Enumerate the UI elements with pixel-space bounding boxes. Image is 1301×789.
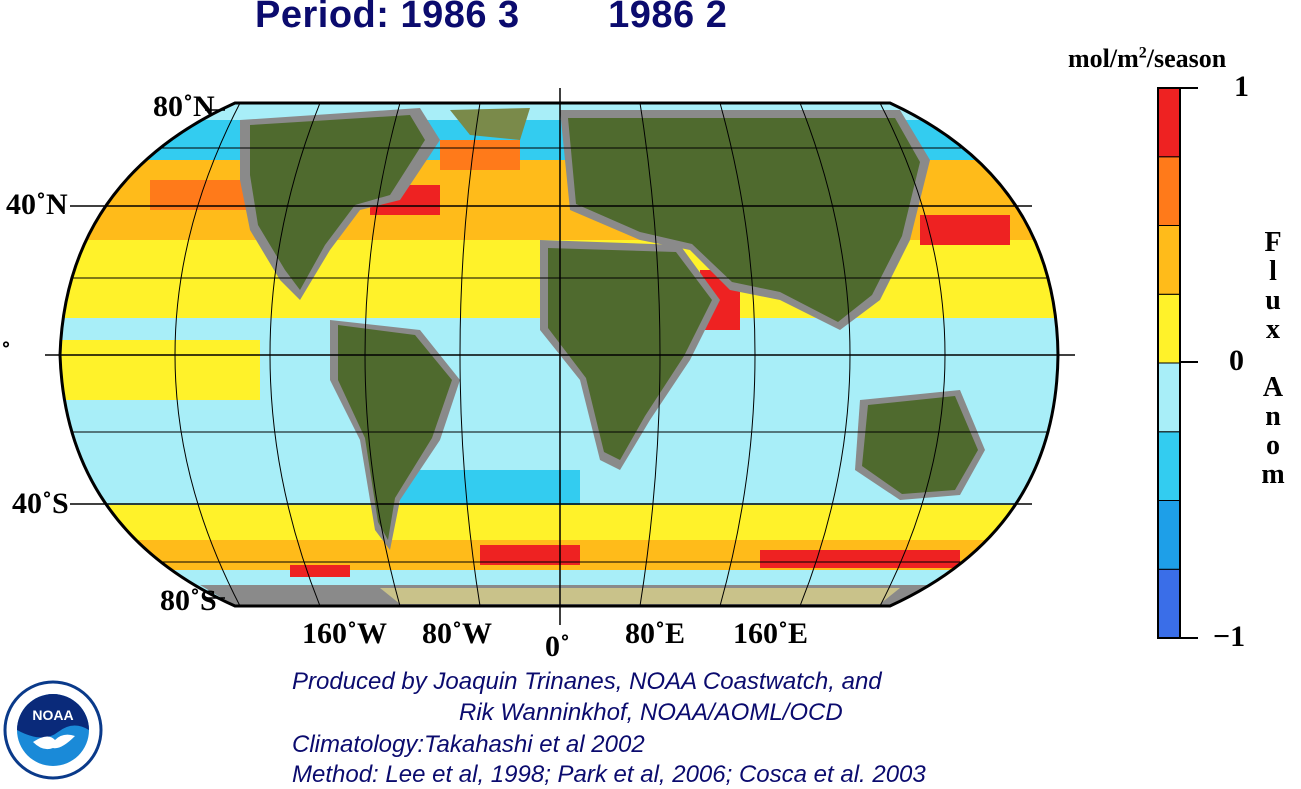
lon-label-160e: 160˚E bbox=[733, 617, 808, 650]
lat-label-0: 0˚ bbox=[0, 337, 11, 370]
credit-line-2: Rik Wanninkhof, NOAA/AOML/OCD bbox=[459, 699, 843, 726]
colorbar-max-label: 1 bbox=[1234, 70, 1249, 103]
map-title: Period: 1986 3 1986 2 bbox=[255, 0, 728, 36]
credit-line-4: Method: Lee et al, 1998; Park et al, 200… bbox=[292, 761, 926, 788]
colorbar-ticks bbox=[1180, 87, 1198, 639]
lon-label-160w: 160˚W bbox=[302, 617, 387, 650]
colorbar-mid-label: 0 bbox=[1229, 344, 1244, 377]
colorbar-quantity-label: F l u x A n o m bbox=[1261, 227, 1285, 490]
colorbar-segment bbox=[1157, 431, 1181, 501]
lon-label-0: 0˚ bbox=[545, 630, 570, 663]
noaa-logo: NOAA bbox=[3, 680, 103, 780]
lat-label-40n: 40˚N bbox=[6, 188, 68, 221]
colorbar-segment bbox=[1157, 225, 1181, 295]
noaa-logo-text: NOAA bbox=[32, 707, 73, 723]
lat-label-80n: 80˚N bbox=[153, 90, 215, 123]
axis-lines bbox=[45, 88, 1075, 625]
lat-label-40s: 40˚S bbox=[12, 487, 69, 520]
lon-label-80w: 80˚W bbox=[422, 617, 492, 650]
colorbar-segment bbox=[1157, 568, 1181, 639]
lat-label-80s: 80˚S bbox=[160, 584, 217, 617]
colorbar-units: mol/m2/season bbox=[1068, 44, 1227, 73]
colorbar-segment bbox=[1157, 362, 1181, 433]
colorbar-segment bbox=[1157, 156, 1181, 226]
credit-line-1: Produced by Joaquin Trinanes, NOAA Coast… bbox=[292, 668, 882, 695]
colorbar-segment bbox=[1157, 293, 1181, 364]
lon-label-80e: 80˚E bbox=[625, 617, 685, 650]
colorbar-segment bbox=[1157, 500, 1181, 570]
colorbar bbox=[1157, 87, 1181, 639]
credit-line-3: Climatology:Takahashi et al 2002 bbox=[292, 731, 645, 758]
colorbar-segment bbox=[1157, 87, 1181, 158]
map-frame bbox=[58, 101, 1060, 608]
colorbar-min-label: −1 bbox=[1213, 620, 1246, 653]
